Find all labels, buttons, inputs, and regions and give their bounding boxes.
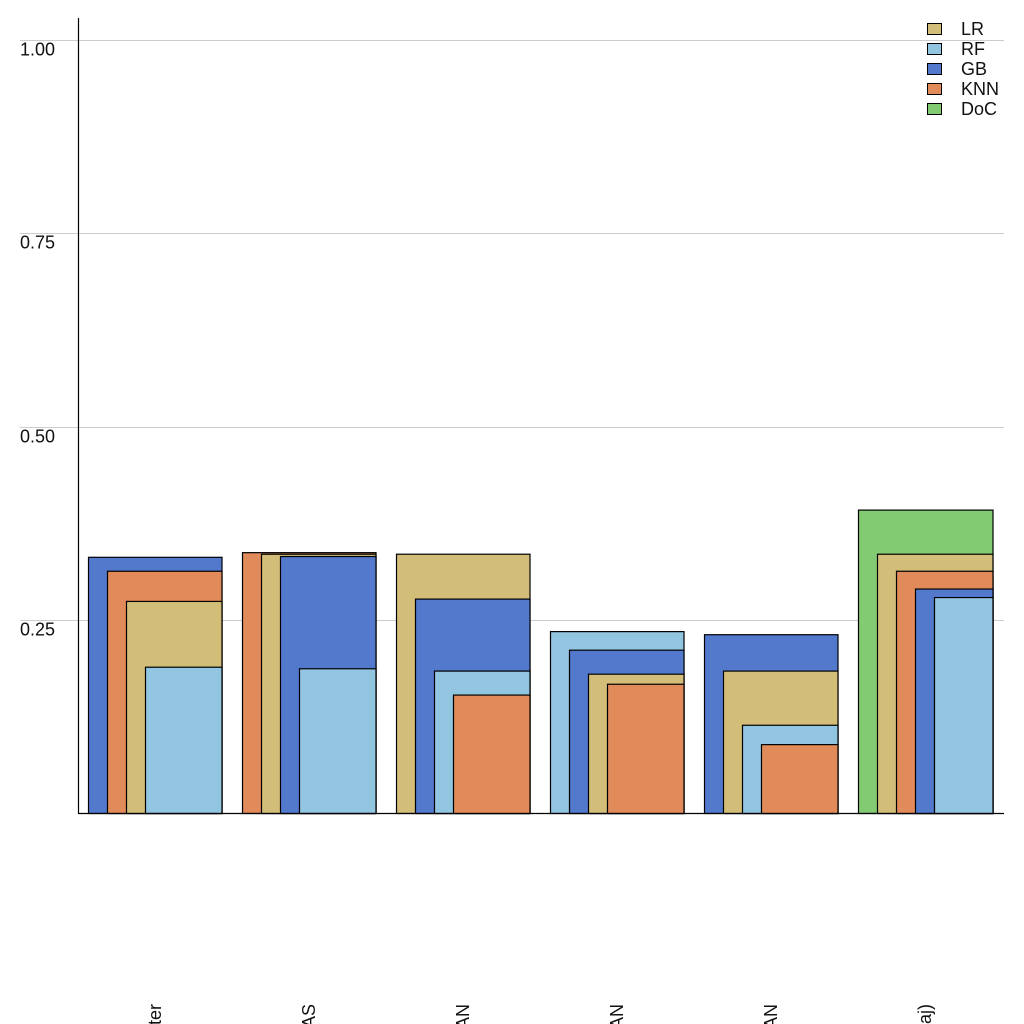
x-category-label: Repeater bbox=[145, 1004, 165, 1024]
bar-rf bbox=[144, 666, 223, 815]
bar-knn bbox=[452, 694, 531, 815]
legend-label: RF bbox=[961, 39, 985, 59]
bar-group-ctab-gan bbox=[703, 634, 839, 815]
legend-swatch bbox=[927, 23, 942, 35]
legend-swatch bbox=[927, 43, 942, 55]
legend-item-doc: DoC bbox=[927, 99, 997, 119]
legend-item-gb: GB bbox=[927, 59, 987, 79]
bar-rf bbox=[933, 596, 994, 815]
legend-label: DoC bbox=[961, 99, 997, 119]
bar-rf bbox=[298, 668, 377, 815]
legend-label: KNN bbox=[961, 79, 999, 99]
legend-item-knn: KNN bbox=[927, 79, 999, 99]
legend-label: GB bbox=[961, 59, 987, 79]
bar-group-convgen-min-maj- bbox=[857, 509, 994, 815]
grid-lines bbox=[20, 40, 1004, 621]
y-tick-label: 0.75 bbox=[20, 233, 55, 253]
y-tick-label: 0.25 bbox=[20, 620, 55, 640]
legend-item-lr: LR bbox=[927, 19, 984, 39]
x-category-label: ProWRAS bbox=[299, 1004, 319, 1024]
bar-group-prowras bbox=[241, 552, 377, 815]
x-category-label: CTGAN bbox=[607, 1004, 627, 1024]
bar-groups bbox=[87, 509, 994, 815]
legend-item-rf: RF bbox=[927, 39, 985, 59]
x-category-label: GAN bbox=[453, 1004, 473, 1024]
y-tick-labels: 0.25 0.50 0.75 1.00 bbox=[20, 40, 55, 640]
legend-swatch bbox=[927, 83, 942, 95]
bar-group-gan bbox=[395, 553, 531, 815]
bar-knn bbox=[760, 744, 839, 815]
axes bbox=[77, 18, 1004, 815]
x-category-label: ConvGeN(min,maj) bbox=[915, 1004, 935, 1024]
y-tick-label: 1.00 bbox=[20, 40, 55, 60]
legend-label: LR bbox=[961, 19, 984, 39]
legend-swatch bbox=[927, 103, 942, 115]
bar-group-ctgan bbox=[549, 631, 685, 815]
x-category-labels: Repeater ProWRAS GAN CTGAN CTAB-GAN ConvGeN(m… bbox=[145, 1004, 935, 1024]
x-category-label: CTAB-GAN bbox=[761, 1004, 781, 1024]
bar-group-repeater bbox=[87, 556, 223, 815]
y-tick-label: 0.50 bbox=[20, 427, 55, 447]
bar-knn bbox=[606, 683, 685, 815]
legend-swatch bbox=[927, 63, 942, 75]
